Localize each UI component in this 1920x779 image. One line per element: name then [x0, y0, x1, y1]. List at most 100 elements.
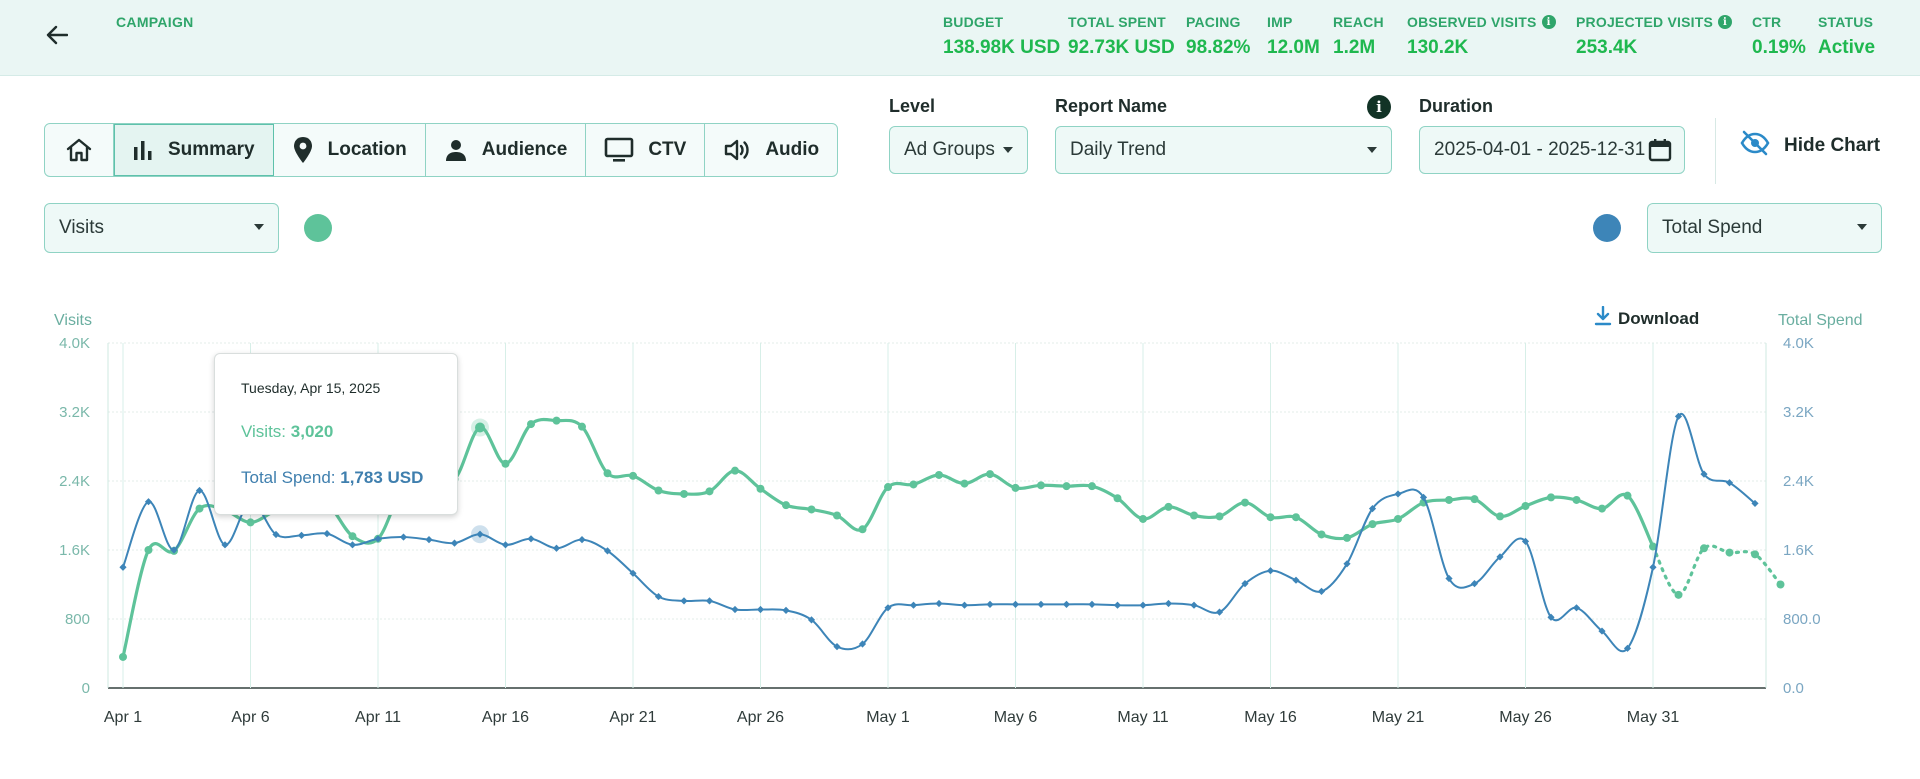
data-point: [1674, 412, 1683, 420]
back-arrow-icon[interactable]: [44, 22, 70, 48]
tooltip-visits-label: Visits:: [241, 422, 287, 441]
data-point: [731, 466, 739, 475]
data-point: [1394, 490, 1402, 498]
hide-chart-button[interactable]: Hide Chart: [1740, 130, 1880, 162]
home-icon: [65, 137, 93, 163]
data-point: [1700, 544, 1708, 553]
x-tick-label: Apr 16: [482, 709, 529, 726]
stat-total-spent: TOTAL SPENT 92.73K USD: [1068, 14, 1175, 59]
data-point: [1368, 505, 1377, 513]
data-point: [578, 422, 586, 431]
stat-ctr: CTR 0.19%: [1752, 14, 1806, 59]
data-point: [1190, 511, 1198, 520]
stat-value: 253.4K: [1576, 37, 1638, 58]
tab-summary[interactable]: Summary: [114, 124, 274, 176]
tab-label: Audio: [765, 139, 820, 160]
chevron-down-icon: [254, 224, 264, 230]
data-point: [960, 601, 969, 609]
campaign-header: CAMPAIGN BUDGET 138.98K USD TOTAL SPENT …: [0, 0, 1920, 76]
tab-audience[interactable]: Audience: [426, 124, 587, 176]
left-metric-select[interactable]: Visits: [44, 203, 279, 253]
toolbar-divider: [1715, 118, 1716, 184]
data-point: [1317, 530, 1326, 539]
data-point: [1062, 482, 1071, 491]
info-icon[interactable]: i: [1718, 15, 1733, 29]
data-point: [909, 601, 918, 609]
data-point: [1572, 604, 1581, 612]
data-point: [476, 530, 484, 538]
stat-value: 138.98K USD: [943, 37, 1061, 58]
data-point: [552, 416, 561, 425]
data-point: [1241, 580, 1249, 588]
left-metric-color-dot[interactable]: [304, 214, 332, 242]
data-point: [1725, 479, 1734, 487]
data-point: [1368, 520, 1377, 529]
data-point: [1674, 590, 1683, 599]
right-metric-color-dot[interactable]: [1593, 214, 1621, 242]
eye-off-icon: [1740, 130, 1770, 162]
stat-projected-visits: PROJECTED VISITS i 253.4K: [1576, 14, 1733, 59]
data-point: [1011, 600, 1020, 608]
tab-audio[interactable]: Audio: [705, 124, 837, 176]
data-point: [909, 480, 918, 489]
stat-label: PACING: [1186, 14, 1241, 30]
data-point: [756, 605, 765, 614]
data-point: [858, 640, 867, 648]
report-name-label: Report Name: [1055, 96, 1168, 116]
data-point: [603, 469, 612, 478]
data-point: [1776, 580, 1785, 589]
data-point: [527, 420, 535, 429]
chevron-down-icon: [1857, 224, 1867, 230]
data-point: [1470, 495, 1479, 504]
tooltip-visits-value: 3,020: [290, 422, 334, 441]
stat-value: Active: [1818, 37, 1876, 58]
x-tick-label: Apr 21: [609, 709, 656, 726]
data-point: [1649, 563, 1657, 571]
data-point: [960, 479, 969, 488]
level-label: Level: [889, 96, 936, 116]
data-point: [1292, 513, 1300, 522]
right-metric-select[interactable]: Total Spend: [1647, 203, 1882, 253]
data-point: [680, 489, 688, 498]
level-select[interactable]: Ad Groups: [889, 126, 1028, 174]
download-button[interactable]: Download: [1594, 305, 1699, 331]
data-point: [1088, 482, 1096, 491]
data-point: [119, 652, 127, 661]
data-point: [1547, 613, 1555, 621]
x-tick-label: Apr 1: [104, 709, 142, 726]
info-icon[interactable]: i: [1541, 15, 1556, 29]
data-point: [935, 599, 943, 608]
data-point: [297, 531, 306, 539]
tooltip-visits: Visits: 3,020: [241, 422, 333, 442]
data-point: [246, 518, 255, 527]
data-point: [1139, 601, 1147, 609]
data-point: [1649, 542, 1657, 551]
data-point: [1164, 599, 1173, 608]
data-point: [1751, 499, 1759, 508]
bar-chart-icon: [132, 139, 154, 161]
tab-location[interactable]: Location: [274, 124, 426, 176]
data-point: [1445, 495, 1453, 504]
data-point: [323, 530, 331, 538]
data-point: [680, 597, 688, 605]
data-point: [170, 546, 178, 554]
x-tick-label: Apr 26: [737, 709, 784, 726]
data-point: [527, 535, 535, 543]
stat-observed-visits: OBSERVED VISITS i 130.2K: [1407, 14, 1556, 59]
x-tick-label: May 1: [866, 709, 910, 726]
report-name-select[interactable]: Daily Trend: [1055, 126, 1392, 174]
data-point: [450, 539, 459, 547]
tab-label: CTV: [648, 139, 687, 160]
tab-ctv[interactable]: CTV: [586, 124, 706, 176]
stat-label: IMP: [1267, 14, 1293, 30]
info-icon[interactable]: i: [1367, 95, 1391, 119]
data-point: [833, 643, 841, 651]
data-point: [399, 533, 408, 541]
data-point: [1062, 600, 1071, 608]
duration-field[interactable]: 2025-04-01 - 2025-12-31: [1419, 126, 1685, 174]
tab-label: Summary: [168, 139, 255, 160]
download-icon: [1594, 305, 1612, 331]
tab-home[interactable]: [45, 124, 114, 176]
data-point: [1190, 601, 1198, 609]
